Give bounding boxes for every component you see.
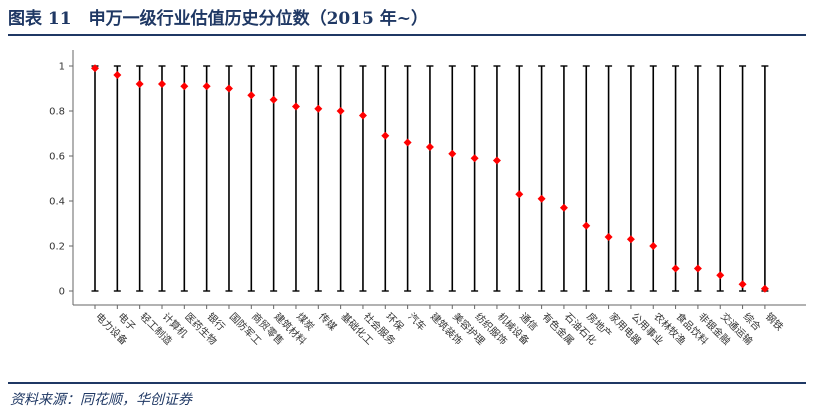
data-point (693, 264, 702, 273)
data-point (604, 233, 613, 241)
data-point (247, 91, 256, 100)
data-point (403, 138, 412, 147)
y-tick-label: 0.8 (49, 107, 65, 118)
data-point (381, 131, 390, 140)
data-point (671, 264, 680, 273)
y-tick-label: 0.2 (49, 242, 65, 253)
data-point (425, 143, 434, 151)
data-markers (91, 64, 769, 293)
data-point (91, 64, 99, 73)
data-point (291, 102, 300, 111)
source-note: 资料来源：同花顺，华创证券 (10, 392, 192, 408)
data-point (716, 271, 725, 280)
y-tick-label: 1 (59, 62, 65, 73)
x-tick-label: 钢铁 (763, 310, 786, 333)
data-point (448, 149, 457, 158)
data-point (559, 203, 568, 212)
top-divider (8, 34, 806, 36)
y-tick-label: 0 (59, 287, 65, 298)
data-point (537, 194, 546, 203)
data-point (135, 80, 144, 88)
data-point (224, 84, 233, 93)
data-point (470, 154, 479, 163)
data-point (649, 242, 658, 250)
page-title: 图表 11 申万一级行业估值历史分位数（2015 年~） (8, 9, 429, 29)
y-axis: 0 0.2 0.4 0.6 0.8 1 (49, 50, 74, 305)
x-tick-label: 传媒 (316, 311, 339, 334)
bottom-divider (8, 382, 806, 384)
data-point (269, 95, 278, 104)
data-point (358, 111, 367, 120)
x-tick-label: 汽车 (405, 310, 428, 333)
x-axis (73, 304, 806, 309)
data-point (202, 82, 211, 91)
data-point (582, 221, 591, 230)
data-point (492, 156, 501, 165)
data-point (157, 80, 166, 88)
data-point (760, 284, 769, 293)
data-point (113, 71, 122, 79)
data-point (180, 82, 189, 91)
data-point (626, 235, 635, 244)
range-lines (91, 65, 769, 292)
y-tick-label: 0.6 (49, 152, 65, 163)
data-point (738, 280, 747, 289)
data-point (515, 190, 524, 199)
data-point (314, 104, 323, 113)
data-point (336, 107, 345, 115)
y-tick-label: 0.4 (49, 197, 65, 208)
